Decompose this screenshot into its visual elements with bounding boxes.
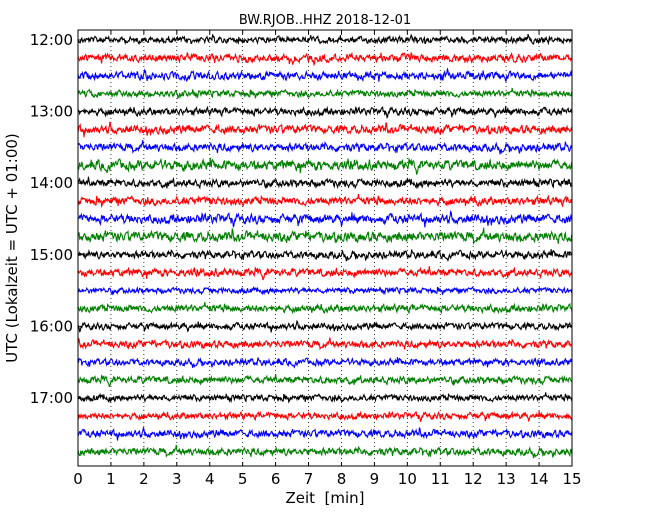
x-tick-label: 2	[139, 470, 149, 488]
x-tick-label: 7	[304, 470, 314, 488]
trace-line	[77, 319, 573, 333]
x-tick-label: 10	[398, 470, 417, 488]
trace-line	[77, 356, 573, 369]
trace-group	[77, 33, 573, 459]
y-axis-label: UTC (Lokalzeit = UTC + 01:00)	[3, 133, 21, 363]
trace-line	[77, 373, 573, 388]
trace-line	[77, 285, 573, 296]
grid-lines	[110, 30, 540, 466]
x-tick-label: 9	[370, 470, 380, 488]
trace-line	[77, 140, 573, 155]
plot-frame	[77, 29, 573, 467]
x-tick-label: 5	[238, 470, 248, 488]
y-tick-label: 16:00	[30, 317, 73, 335]
trace-line	[77, 33, 573, 46]
x-axis-ticks: 0 1 2 3 4 5 6 7 8 9 10 11 12 13 14 15	[73, 30, 582, 488]
trace-line	[77, 302, 573, 315]
x-tick-label: 13	[497, 470, 516, 488]
trace-line	[77, 176, 573, 190]
trace-line	[77, 426, 573, 441]
x-tick-label: 8	[337, 470, 347, 488]
trace-line	[77, 87, 573, 100]
x-tick-label: 12	[464, 470, 483, 488]
trace-line	[77, 51, 573, 67]
trace-line	[77, 67, 573, 83]
plot-area	[78, 30, 572, 466]
x-tick-label: 0	[73, 470, 83, 488]
trace-line	[77, 193, 573, 209]
trace-line	[77, 209, 573, 228]
trace-line	[77, 392, 573, 404]
trace-line	[77, 157, 573, 175]
y-tick-label: 17:00	[30, 389, 73, 407]
trace-line	[77, 105, 573, 119]
y-tick-label: 13:00	[30, 103, 73, 121]
y-tick-label: 12:00	[30, 31, 73, 49]
trace-line	[77, 410, 573, 423]
x-tick-label: 14	[530, 470, 549, 488]
y-axis-ticks: 12:00 13:00 14:00 15:00 16:00 17:00	[30, 31, 572, 407]
trace-line	[77, 266, 573, 281]
y-tick-label: 14:00	[30, 174, 73, 192]
x-tick-label: 11	[431, 470, 450, 488]
x-tick-label: 3	[172, 470, 182, 488]
trace-line	[77, 444, 573, 459]
x-tick-label: 4	[205, 470, 215, 488]
trace-line	[77, 121, 573, 138]
y-tick-label: 15:00	[30, 246, 73, 264]
trace-line	[77, 248, 573, 263]
chart-title: BW.RJOB..HHZ 2018-12-01	[239, 13, 411, 28]
x-axis-label: Zeit [min]	[285, 489, 364, 507]
x-tick-label: 1	[106, 470, 116, 488]
trace-line	[77, 227, 573, 246]
trace-line	[77, 337, 573, 351]
x-tick-label: 15	[562, 470, 581, 488]
x-tick-label: 6	[271, 470, 281, 488]
